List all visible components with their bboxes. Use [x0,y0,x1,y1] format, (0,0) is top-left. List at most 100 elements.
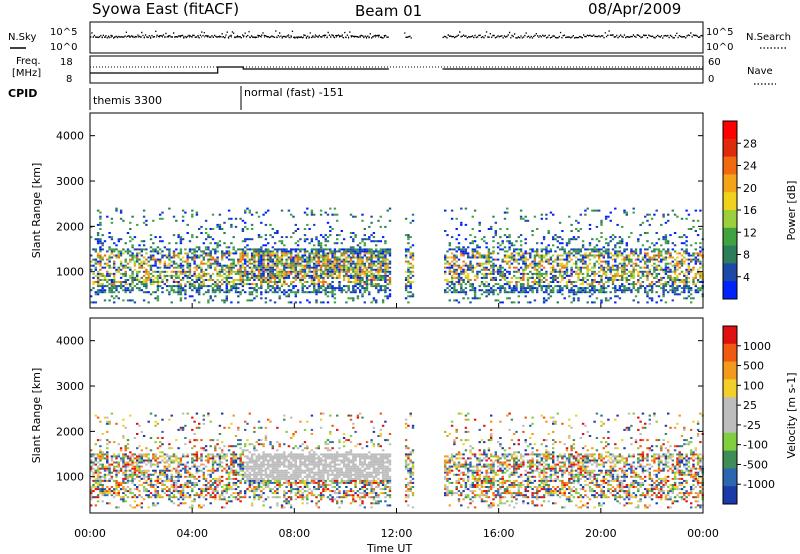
heatmap-cell [673,266,677,269]
heatmap-cell [244,291,247,294]
heatmap-cell [354,276,357,279]
heatmap-cell [616,254,619,257]
heatmap-cell [110,256,114,259]
heatmap-cell [184,291,187,294]
heatmap-cell [195,236,199,239]
heatmap-cell [404,254,408,257]
heatmap-cell [269,268,272,271]
heatmap-cell [372,268,376,271]
heatmap-cell [407,279,410,281]
heatmap-cell [407,260,410,263]
heatmap-cell [255,252,258,255]
heatmap-cell [106,258,109,261]
heatmap-cell [407,242,410,245]
heatmap-cell [338,281,341,283]
heatmap-cell [322,260,325,263]
heatmap-cell [290,252,293,255]
heatmap-cell [163,492,166,495]
heatmap-cell [149,234,153,237]
heatmap-cell [99,262,102,265]
heatmap-cell [660,244,663,247]
heatmap-cell [404,289,408,292]
heatmap-cell [119,264,123,267]
heatmap-cell [204,455,208,458]
heatmap-cell [319,281,323,283]
heatmap-cell [368,279,371,281]
heatmap-cell [579,270,582,273]
heatmap-cell [588,262,592,265]
heatmap-cell [147,260,150,263]
heatmap-cell [490,272,493,275]
heatmap-cell [625,254,628,257]
heatmap-cell [99,240,102,243]
heatmap-cell [678,279,681,281]
heatmap-cell [244,270,247,273]
heatmap-cell [600,232,603,234]
heatmap-cell [204,479,208,482]
heatmap-cell [225,279,228,281]
heatmap-cell [223,242,226,245]
heatmap-cell [680,242,684,245]
heatmap-cell [549,262,553,265]
heatmap-cell [370,266,373,269]
heatmap-cell [552,264,555,267]
heatmap-cell [336,242,339,245]
heatmap-cell [317,291,320,294]
heatmap-cell [409,276,412,279]
heatmap-cell [138,262,141,265]
heatmap-cell [370,262,373,265]
heatmap-cell [255,289,258,292]
heatmap-cell [106,430,109,433]
heatmap-cell [207,252,210,255]
heatmap-cell [202,473,205,476]
heatmap-cell [131,256,134,259]
heatmap-cell [103,467,107,470]
heatmap-cell [172,488,176,491]
heatmap-cell [294,279,297,281]
heatmap-cell [568,291,571,294]
heatmap-cell [172,281,176,283]
colorbar-tick-label: 24 [743,160,757,173]
heatmap-cell [204,465,208,468]
heatmap-cell [365,281,369,283]
heatmap-cell [673,244,677,247]
heatmap-cell [154,260,157,263]
heatmap-cell [448,266,451,269]
heatmap-cell [384,250,387,253]
heatmap-cell [381,250,385,253]
heatmap-cell [142,473,146,476]
heatmap-cell [359,250,362,253]
heatmap-cell [377,219,380,222]
heatmap-cell [448,281,451,283]
heatmap-cell [129,250,132,253]
heatmap-cell [319,209,323,212]
heatmap-cell [271,287,274,290]
heatmap-cell [119,496,123,499]
heatmap-cell [294,242,297,245]
heatmap-cell [609,268,612,271]
heatmap-cell [172,459,176,462]
heatmap-cell [593,274,596,277]
heatmap-cell [595,272,599,275]
heatmap-cell [172,215,176,218]
heatmap-cell [464,264,468,267]
heatmap-cell [586,287,589,290]
heatmap-cell [99,475,102,478]
heatmap-cell [207,453,210,456]
heatmap-cell [234,252,238,255]
heatmap-cell [188,486,192,488]
heatmap-cell [352,291,355,294]
heatmap-cell [342,248,346,251]
heatmap-cell [632,270,635,273]
heatmap-cell [648,223,651,226]
heatmap-cell [138,287,141,290]
heatmap-cell [154,496,157,499]
heatmap-cell [209,258,212,261]
heatmap-cell [126,490,130,493]
heatmap-cell [595,281,599,283]
heatmap-cell [145,463,148,466]
heatmap-cell [138,445,141,448]
heatmap-cell [611,264,615,267]
heatmap-cell [244,246,247,249]
